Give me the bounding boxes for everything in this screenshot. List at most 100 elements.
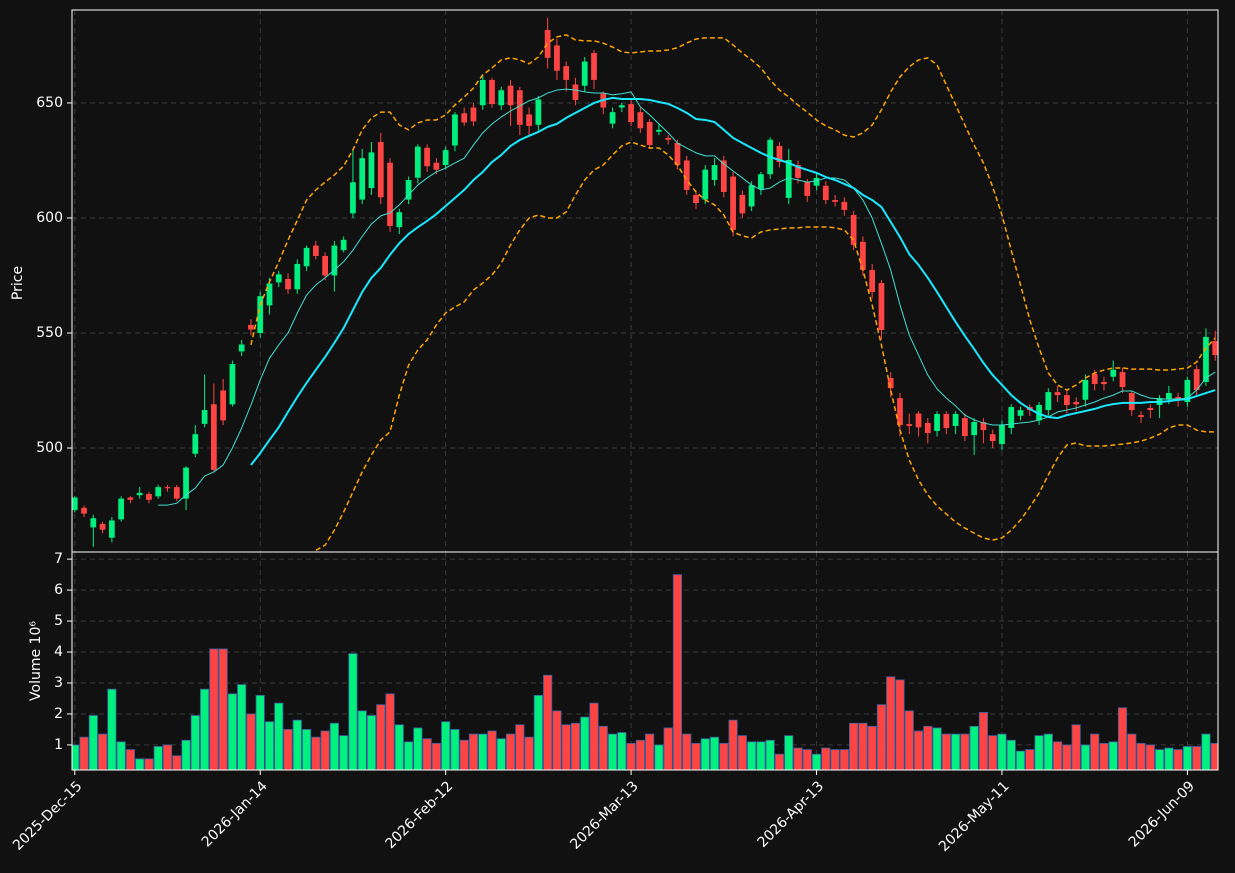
volume-bar (839, 749, 849, 770)
volume-bar (700, 738, 710, 770)
candle-body (822, 185, 829, 201)
candle-body (628, 104, 634, 123)
candle-body (516, 90, 523, 125)
volume-bar (1025, 749, 1035, 770)
candle-body (869, 269, 876, 293)
volume-bar (385, 693, 395, 770)
candle-body (1073, 402, 1080, 405)
candle-body (924, 422, 931, 434)
volume-bar (135, 758, 145, 770)
candle-body (257, 296, 264, 333)
candle-body (118, 498, 125, 520)
candle-body (396, 212, 403, 228)
volume-bar (255, 694, 265, 770)
candle-body (238, 344, 245, 352)
volume-bar (496, 738, 506, 770)
volume-bar (904, 710, 914, 770)
candle-body (618, 105, 625, 108)
x-tick-label: 2026-Mar-13 (567, 778, 641, 852)
volume-bar (246, 713, 256, 770)
candle-body (758, 174, 764, 189)
y-tick-label: 3 (54, 675, 63, 691)
volume-bar (997, 733, 1007, 770)
candle-body (1175, 396, 1182, 400)
volume-bar (941, 733, 951, 770)
volume-bar (98, 733, 108, 770)
volume-bar (923, 725, 933, 770)
volume-bar (274, 702, 284, 770)
volume-bar (886, 676, 896, 770)
volume-bar (478, 733, 488, 770)
volume-bar (830, 749, 840, 770)
volume-bar (311, 736, 321, 770)
volume-bar (190, 715, 200, 770)
candle-body (108, 520, 115, 538)
candle-body (294, 263, 301, 290)
volume-bar (162, 744, 173, 770)
candle-body (1193, 369, 1200, 391)
candle-body (489, 79, 495, 105)
volume-bar (654, 744, 664, 770)
volume-bar (468, 733, 479, 770)
volume-bar (811, 753, 822, 770)
volume-bar (1062, 744, 1072, 770)
volume-bar (774, 753, 785, 770)
volume-bar (969, 725, 979, 770)
volume-bar (784, 735, 794, 770)
volume-bar (218, 648, 228, 770)
candle-body (693, 194, 699, 204)
y-tick-label: 600 (36, 210, 63, 226)
candle-body (1045, 392, 1052, 411)
volume-bar (1053, 741, 1063, 770)
candle-body (683, 160, 690, 190)
candle-body (572, 84, 579, 100)
candle-body (1101, 381, 1107, 385)
candle-body (331, 245, 338, 276)
candle-body (1054, 392, 1061, 396)
candle-body (887, 378, 894, 389)
candle-body (1147, 407, 1154, 411)
candle-body (1184, 379, 1191, 403)
volume-bar (747, 741, 757, 770)
candle-body (1036, 404, 1042, 421)
candle-body (1119, 372, 1126, 388)
candle-body (748, 185, 755, 207)
volume-bar (403, 741, 414, 770)
x-tick-label: 2026-May-11 (936, 778, 1013, 855)
candle-body (155, 487, 162, 497)
volume-bar (302, 729, 312, 770)
candle-body (804, 182, 811, 196)
volume-bar (487, 730, 497, 770)
volume-bar (876, 704, 887, 770)
volume-bars (72, 574, 1218, 770)
candle-body (368, 152, 375, 189)
candle-body (173, 487, 180, 499)
volume-bar (1071, 724, 1081, 770)
volume-bar (737, 735, 747, 770)
y-tick-label: 500 (36, 440, 63, 456)
candle-body (359, 158, 366, 200)
candle-body (1091, 373, 1098, 385)
volume-bar (505, 733, 516, 770)
candle-body (591, 53, 597, 80)
volume-bar (756, 741, 766, 770)
candle-body (1128, 393, 1135, 411)
candle-body (229, 364, 236, 405)
volume-bar (1173, 749, 1183, 770)
candle-body (943, 413, 950, 429)
volume-bar (125, 749, 135, 770)
overlay-line (158, 88, 1216, 506)
volume-bar (728, 719, 738, 770)
volume-bar (821, 747, 831, 770)
candle-body (897, 398, 903, 426)
volume-bar (570, 722, 581, 770)
volume-bar (543, 674, 553, 770)
candle-body (813, 177, 820, 186)
volume-bar (1090, 733, 1100, 770)
volume-bar (552, 710, 562, 770)
volume-bar (802, 749, 812, 770)
candle-body (377, 142, 384, 198)
volume-bar (645, 733, 655, 770)
candle-body (1203, 336, 1209, 382)
